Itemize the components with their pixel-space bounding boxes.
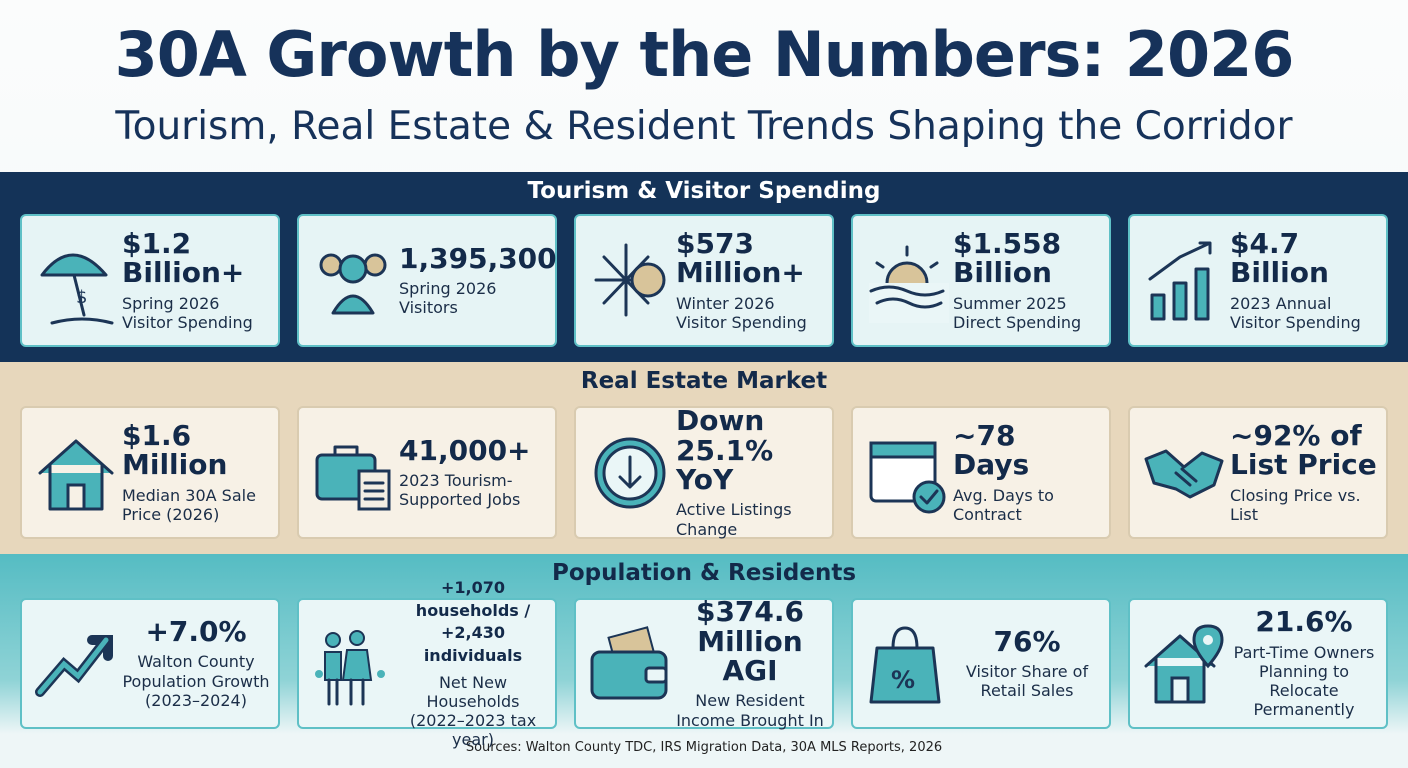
icon: $ [30,235,122,327]
card-text: $374.6 Million AGI New Resident Income Br… [676,597,824,730]
stat-card: $1.6 Million Median 30A Sale Price (2026) [20,406,280,539]
icon [584,427,676,519]
stat-label: Part-Time Owners Planning to Relocate Pe… [1233,642,1375,720]
section-title: Population & Residents [551,560,857,586]
stat-value: $1.2 Billion+ [122,226,245,290]
stat-label: Avg. Days to Contract [953,485,1054,524]
stat-value: 21.6% [1255,605,1353,639]
card-text: Down 25.1% YoY Active Listings Change [676,406,824,539]
stat-label: Closing Price vs. List [1230,485,1361,524]
stat-label: Winter 2026 Visitor Spending [676,293,807,332]
card-text: $4.7 Billion 2023 Annual Visitor Spending [1230,229,1378,332]
stat-label: 2023 Tourism-Supported Jobs [399,471,521,510]
card-text: 76% Visitor Share of Retail Sales [953,624,1101,701]
icon [1138,618,1230,710]
icon [861,427,953,519]
icon-graphic [315,629,385,705]
section-title: Tourism & Visitor Spending [527,178,881,204]
stat-value: 1,395,300 [399,241,557,275]
card-text: +1,070 households / +2,430 individuals Ne… [399,577,547,749]
stat-card: $ $1.2 Billion+ Spring 2026 Visitor Spendi… [20,214,280,347]
stat-value: ~92% of List Price [1230,418,1377,482]
icon-graphic [1144,449,1224,498]
section-title: Real Estate Market [580,368,828,394]
icon-graphic [319,253,387,314]
stat-card: ~78 Days Avg. Days to Contract [851,406,1111,539]
icon-graphic [1144,623,1224,703]
icon [584,235,676,327]
stat-value: $374.6 Million AGI [695,595,805,688]
card-text: 21.6% Part-Time Owners Planning to Reloca… [1230,607,1378,719]
stat-card: $374.6 Million AGI New Resident Income Br… [574,597,834,730]
stat-value: $573 Million+ [676,226,805,290]
stat-card: $4.7 Billion 2023 Annual Visitor Spending [1128,214,1388,347]
icon-graphic: % [869,626,941,703]
icon-graphic [594,243,666,316]
stat-card: $573 Million+ Winter 2026 Visitor Spendin… [574,214,834,347]
stat-value: 41,000+ [399,433,531,467]
stat-label: Summer 2025 Direct Spending [953,293,1082,332]
stat-value: $4.7 Billion [1230,226,1329,290]
stat-card: ~92% of List Price Closing Price vs. List [1128,406,1388,539]
stat-value: $1.6 Million [122,418,228,482]
icon [307,427,399,519]
icon [1138,427,1230,519]
stat-value: Down 25.1% YoY [676,404,774,497]
stat-card: % 76% Visitor Share of Retail Sales [851,598,1111,729]
icon [30,427,122,519]
stat-label: Spring 2026 Visitor Spending [122,293,253,332]
stat-value: 76% [993,624,1061,658]
subtitle: Tourism, Real Estate & Resident Trends S… [115,104,1293,149]
icon-graphic [869,245,949,323]
stat-label: Spring 2026 Visitors [399,279,497,318]
icon [1138,235,1230,327]
icon [30,618,122,710]
icon-graphic [315,445,391,510]
stat-value: +7.0% [145,615,247,649]
icon-graphic [1148,241,1212,320]
icon-graphic [590,625,668,699]
stat-card: +7.0% Walton County Population Growth (20… [20,598,280,729]
icon-graphic [594,437,666,508]
stat-label: New Resident Income Brought In [676,691,824,730]
stat-label: Visitor Share of Retail Sales [965,662,1089,701]
card-text: $1.6 Million Median 30A Sale Price (2026) [122,421,270,524]
icon [584,618,676,710]
stat-label: Walton County Population Growth (2023–20… [122,652,270,710]
card-text: ~92% of List Price Closing Price vs. List [1230,421,1378,524]
stat-value: $1.558 Billion [953,226,1062,290]
icon-graphic [38,439,114,510]
icon [861,235,953,327]
stat-card: 1,395,300 Spring 2026 Visitors [297,214,557,347]
stat-card: $1.558 Billion Summer 2025 Direct Spendin… [851,214,1111,347]
stat-card: 41,000+ 2023 Tourism-Supported Jobs [297,406,557,539]
stat-value: +1,070 households / +2,430 individuals [415,578,531,665]
title: 30A Growth by the Numbers: 2026 [114,18,1295,91]
card-text: $573 Million+ Winter 2026 Visitor Spendin… [676,229,824,332]
card-text: 1,395,300 Spring 2026 Visitors [399,241,557,318]
card-text: $1.2 Billion+ Spring 2026 Visitor Spendin… [122,229,270,332]
stat-label: Active Listings Change [676,500,792,539]
icon-graphic: $ [40,253,114,324]
stat-value: ~78 Days [953,418,1030,482]
icon [307,235,399,327]
icon [307,618,399,710]
stat-card: 21.6% Part-Time Owners Planning to Reloca… [1128,598,1388,729]
icon-graphic [35,634,113,697]
card-text: ~78 Days Avg. Days to Contract [953,421,1101,524]
icon-graphic [869,441,946,513]
icon: % [861,618,953,710]
svg-text:$: $ [76,287,87,308]
svg-text:%: % [891,666,915,694]
card-text: 41,000+ 2023 Tourism-Supported Jobs [399,433,547,510]
sources: Sources: Walton County TDC, IRS Migratio… [465,740,943,755]
stat-card: Down 25.1% YoY Active Listings Change [574,406,834,539]
stat-label: Median 30A Sale Price (2026) [122,485,256,524]
card-text: $1.558 Billion Summer 2025 Direct Spendin… [953,229,1101,332]
stat-label: 2023 Annual Visitor Spending [1230,293,1361,332]
card-text: +7.0% Walton County Population Growth (20… [122,617,270,710]
stat-card: +1,070 households / +2,430 individuals Ne… [297,578,557,749]
stat-label: Net New Households (2022–2023 tax year) [409,672,537,750]
